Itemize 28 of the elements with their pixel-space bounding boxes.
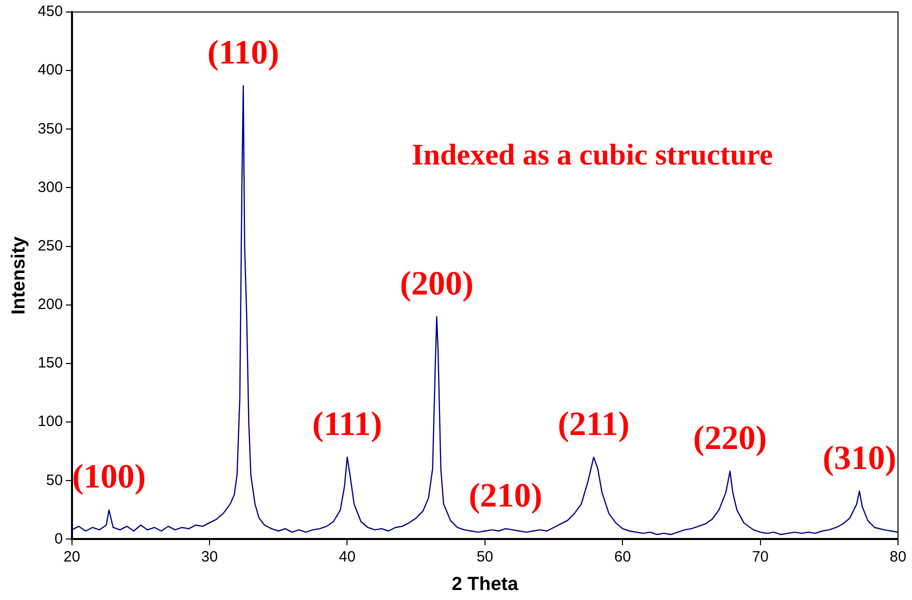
annotation: (110)	[207, 34, 280, 72]
x-tick-label: 20	[63, 548, 80, 566]
annotation: (220)	[693, 420, 767, 458]
x-tick-label: 50	[476, 548, 494, 566]
x-tick-label: 30	[201, 548, 218, 566]
x-tick-label: 40	[338, 548, 356, 566]
annotation: (210)	[468, 477, 542, 514]
y-tick-label: 50	[46, 472, 63, 489]
annotation: Indexed as a cubic structure	[412, 138, 773, 172]
y-tick-label: 100	[38, 413, 63, 430]
y-tick-label: 300	[38, 178, 63, 196]
y-tick-label: 350	[38, 120, 63, 138]
y-tick-label: 250	[38, 237, 63, 254]
x-axis-title: 2 Theta	[452, 574, 519, 595]
y-tick-label: 150	[38, 354, 63, 372]
annotation: (211)	[558, 406, 630, 443]
x-tick-label: 60	[614, 548, 631, 566]
annotation: (111)	[312, 406, 382, 443]
y-tick-label: 200	[38, 296, 63, 314]
annotation: (100)	[72, 458, 146, 496]
annotation: (310)	[822, 440, 896, 477]
y-tick-label: 0	[54, 530, 63, 548]
x-tick-label: 80	[890, 548, 906, 566]
y-axis-title: Intensity	[8, 236, 30, 315]
x-tick-label: 70	[752, 548, 769, 566]
y-tick-label: 450	[38, 3, 63, 20]
y-tick-label: 400	[38, 62, 63, 79]
annotation: (200)	[400, 265, 474, 302]
